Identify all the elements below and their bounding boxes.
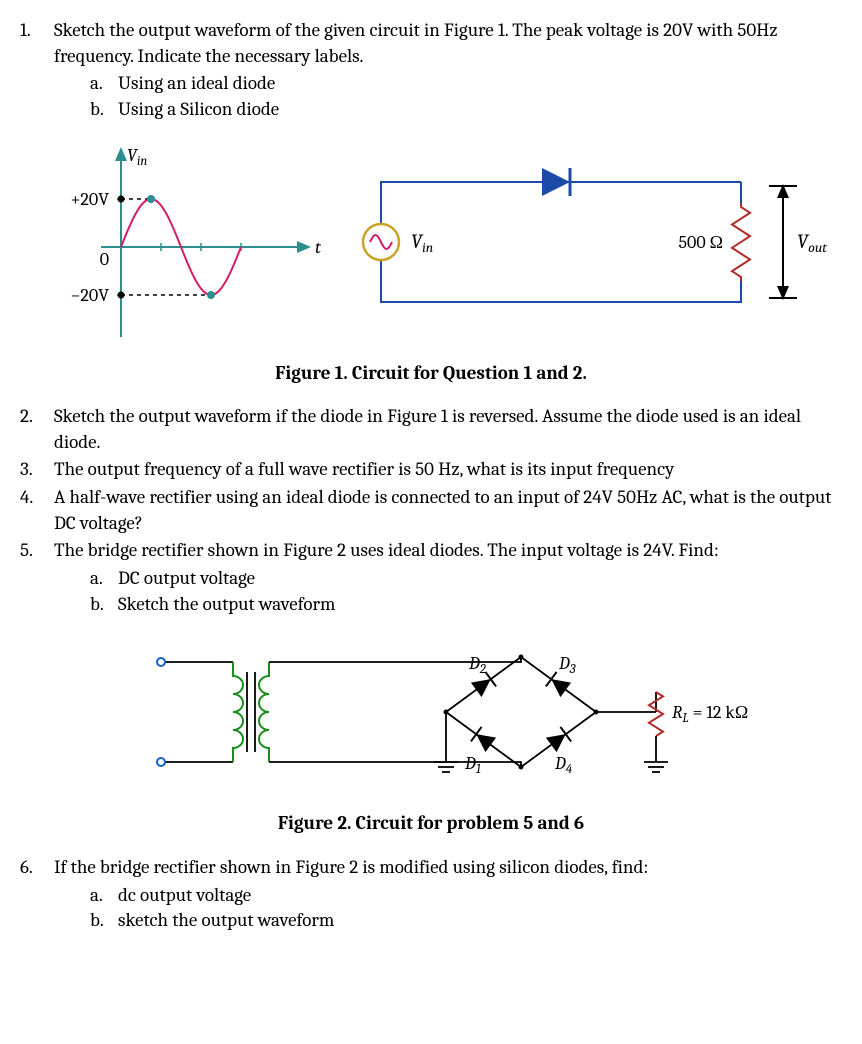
- q2-number: 2.: [20, 404, 54, 455]
- circuit-2: D2 D3 D1 D4 RL = 12 kΩ: [101, 627, 761, 797]
- q5-b-label: b.: [90, 592, 118, 618]
- q1-a: a. Using an ideal diode: [90, 71, 842, 97]
- q1-a-label: a.: [90, 71, 118, 97]
- q3-number: 3.: [20, 457, 54, 483]
- q6-a-text: dc output voltage: [118, 883, 251, 909]
- q5-number: 5.: [20, 538, 54, 564]
- q5-a-label: a.: [90, 566, 118, 592]
- svg-text:500 Ω: 500 Ω: [679, 232, 724, 253]
- figure-2: D2 D3 D1 D4 RL = 12 kΩ: [20, 627, 842, 797]
- q2-text: Sketch the output waveform if the diode …: [54, 404, 842, 455]
- q6-a: a. dc output voltage: [90, 883, 842, 909]
- svg-text:D4: D4: [554, 753, 573, 777]
- q6-number: 6.: [20, 855, 54, 881]
- circuit-1: Vin 500 Ω Vout: [331, 152, 831, 332]
- q6-b-label: b.: [90, 908, 118, 934]
- q1-text: Sketch the output waveform of the given …: [54, 18, 842, 69]
- q5-sublist: a. DC output voltage b. Sketch the outpu…: [90, 566, 842, 617]
- svg-text:Vout: Vout: [797, 230, 828, 256]
- q6-b-text: sketch the output waveform: [118, 908, 334, 934]
- q5-b-text: Sketch the output waveform: [118, 592, 336, 618]
- q3-text: The output frequency of a full wave rect…: [54, 457, 842, 483]
- svg-text:0: 0: [100, 249, 109, 270]
- q4-text: A half-wave rectifier using an ideal dio…: [54, 485, 842, 536]
- q1-b-label: b.: [90, 97, 118, 123]
- svg-text:Vin: Vin: [127, 145, 147, 169]
- svg-text:−20V: −20V: [70, 285, 109, 306]
- figure-1: Vin t +20V −20V 0 Vin 500 Ω Vout: [20, 137, 842, 347]
- question-2: 2. Sketch the output waveform if the dio…: [20, 404, 842, 455]
- q5-a-text: DC output voltage: [118, 566, 255, 592]
- q1-b: b. Using a Silicon diode: [90, 97, 842, 123]
- question-6: 6. If the bridge rectifier shown in Figu…: [20, 855, 842, 881]
- svg-text:+20V: +20V: [70, 189, 109, 210]
- svg-text:D2: D2: [468, 653, 486, 677]
- q5-b: b. Sketch the output waveform: [90, 592, 842, 618]
- question-3: 3. The output frequency of a full wave r…: [20, 457, 842, 483]
- q1-number: 1.: [20, 18, 54, 69]
- figure-2-caption: Figure 2. Circuit for problem 5 and 6: [20, 811, 842, 837]
- q1-a-text: Using an ideal diode: [118, 71, 275, 97]
- waveform-plot: Vin t +20V −20V 0: [31, 137, 321, 347]
- q6-text: If the bridge rectifier shown in Figure …: [54, 855, 842, 881]
- q5-text: The bridge rectifier shown in Figure 2 u…: [54, 538, 842, 564]
- q1-b-text: Using a Silicon diode: [118, 97, 279, 123]
- q5-a: a. DC output voltage: [90, 566, 842, 592]
- q4-number: 4.: [20, 485, 54, 536]
- svg-text:RL = 12 kΩ: RL = 12 kΩ: [672, 702, 748, 726]
- question-5: 5. The bridge rectifier shown in Figure …: [20, 538, 842, 564]
- figure-1-caption: Figure 1. Circuit for Question 1 and 2.: [20, 361, 842, 387]
- q6-b: b. sketch the output waveform: [90, 908, 842, 934]
- q1-sublist: a. Using an ideal diode b. Using a Silic…: [90, 71, 842, 122]
- svg-text:Vin: Vin: [411, 230, 433, 256]
- svg-text:D3: D3: [558, 653, 576, 677]
- svg-text:D1: D1: [464, 753, 481, 777]
- q6-a-label: a.: [90, 883, 118, 909]
- svg-text:t: t: [315, 237, 321, 258]
- question-4: 4. A half-wave rectifier using an ideal …: [20, 485, 842, 536]
- q6-sublist: a. dc output voltage b. sketch the outpu…: [90, 883, 842, 934]
- question-1: 1. Sketch the output waveform of the giv…: [20, 18, 842, 69]
